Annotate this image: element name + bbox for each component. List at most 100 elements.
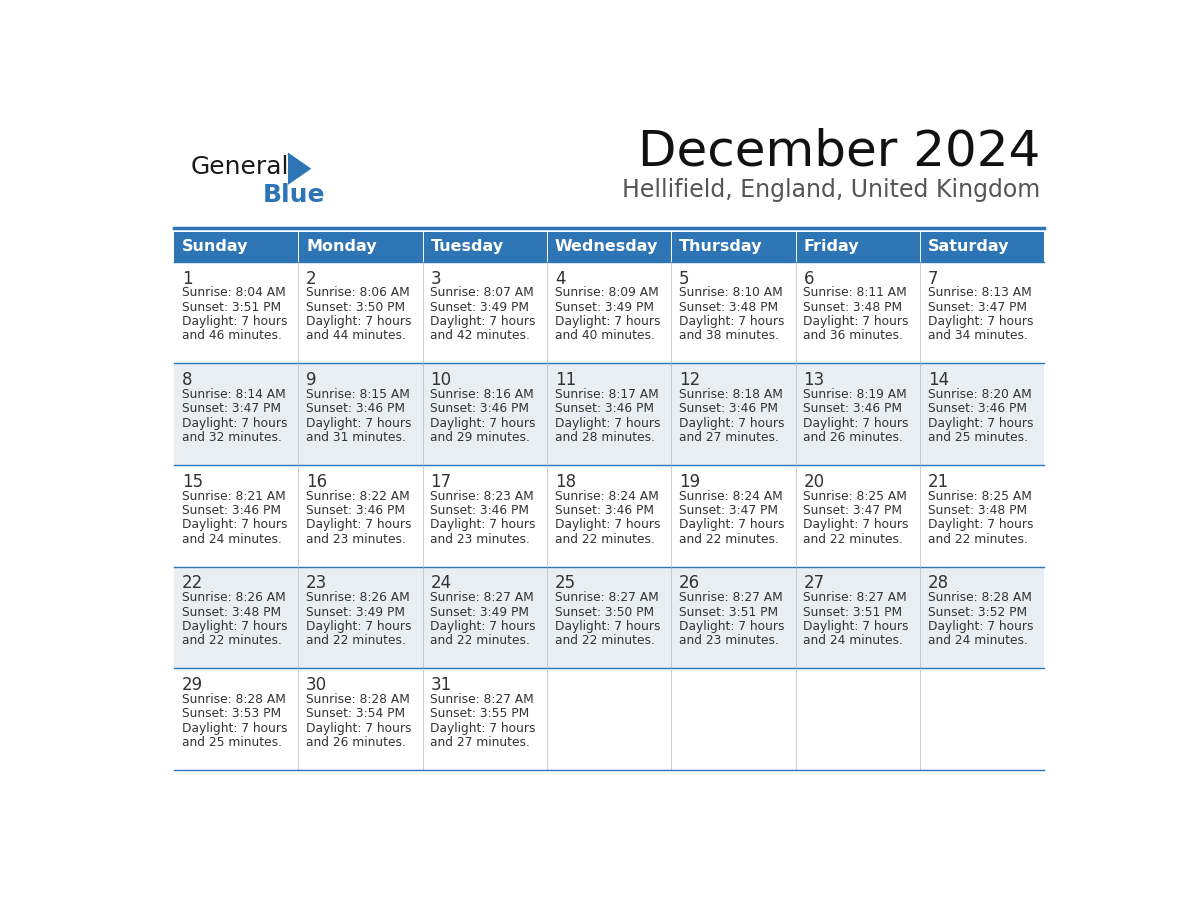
Bar	[175, 566, 1044, 668]
Text: Sunrise: 8:27 AM: Sunrise: 8:27 AM	[555, 591, 658, 604]
Text: Sunrise: 8:26 AM: Sunrise: 8:26 AM	[307, 591, 410, 604]
Text: 6: 6	[803, 270, 814, 287]
Text: Sunset: 3:51 PM: Sunset: 3:51 PM	[803, 606, 903, 619]
Text: 9: 9	[307, 371, 317, 389]
Text: Sunrise: 8:21 AM: Sunrise: 8:21 AM	[182, 490, 285, 503]
Text: Sunset: 3:49 PM: Sunset: 3:49 PM	[430, 606, 530, 619]
Text: Daylight: 7 hours: Daylight: 7 hours	[430, 315, 536, 328]
Text: Sunday: Sunday	[182, 240, 248, 254]
Text: 29: 29	[182, 677, 203, 694]
Text: Daylight: 7 hours: Daylight: 7 hours	[555, 315, 661, 328]
Text: Sunrise: 8:09 AM: Sunrise: 8:09 AM	[555, 286, 658, 299]
Text: Daylight: 7 hours: Daylight: 7 hours	[430, 722, 536, 734]
Text: Blue: Blue	[264, 184, 326, 207]
Text: Daylight: 7 hours: Daylight: 7 hours	[182, 315, 287, 328]
Text: Daylight: 7 hours: Daylight: 7 hours	[680, 315, 784, 328]
Text: Hellifield, England, United Kingdom: Hellifield, England, United Kingdom	[621, 178, 1040, 202]
Text: Tuesday: Tuesday	[430, 240, 504, 254]
Text: Sunrise: 8:27 AM: Sunrise: 8:27 AM	[430, 591, 535, 604]
Text: Daylight: 7 hours: Daylight: 7 hours	[803, 417, 909, 430]
Text: 22: 22	[182, 575, 203, 592]
Text: 23: 23	[307, 575, 328, 592]
Text: Friday: Friday	[803, 240, 859, 254]
Text: 13: 13	[803, 371, 824, 389]
Text: Saturday: Saturday	[928, 240, 1010, 254]
Text: and 40 minutes.: and 40 minutes.	[555, 330, 655, 342]
Text: Daylight: 7 hours: Daylight: 7 hours	[430, 620, 536, 633]
Text: 2: 2	[307, 270, 317, 287]
Text: and 24 minutes.: and 24 minutes.	[928, 634, 1028, 647]
Bar	[920, 232, 1044, 262]
Text: and 32 minutes.: and 32 minutes.	[182, 431, 282, 444]
Text: Daylight: 7 hours: Daylight: 7 hours	[430, 519, 536, 532]
Text: Sunset: 3:52 PM: Sunset: 3:52 PM	[928, 606, 1026, 619]
Text: 31: 31	[430, 677, 451, 694]
Text: 20: 20	[803, 473, 824, 491]
Text: and 22 minutes.: and 22 minutes.	[430, 634, 530, 647]
Text: and 22 minutes.: and 22 minutes.	[555, 634, 655, 647]
Text: 27: 27	[803, 575, 824, 592]
Text: and 27 minutes.: and 27 minutes.	[430, 736, 530, 749]
Text: Sunset: 3:49 PM: Sunset: 3:49 PM	[555, 301, 653, 314]
Text: Sunrise: 8:04 AM: Sunrise: 8:04 AM	[182, 286, 285, 299]
Text: Daylight: 7 hours: Daylight: 7 hours	[182, 519, 287, 532]
Text: Daylight: 7 hours: Daylight: 7 hours	[803, 519, 909, 532]
Text: Sunrise: 8:24 AM: Sunrise: 8:24 AM	[680, 490, 783, 503]
Bar	[423, 232, 546, 262]
Text: Daylight: 7 hours: Daylight: 7 hours	[182, 417, 287, 430]
Text: and 29 minutes.: and 29 minutes.	[430, 431, 530, 444]
Text: Daylight: 7 hours: Daylight: 7 hours	[307, 620, 412, 633]
Text: Sunrise: 8:11 AM: Sunrise: 8:11 AM	[803, 286, 908, 299]
Bar	[175, 364, 1044, 465]
Text: 7: 7	[928, 270, 939, 287]
Text: 25: 25	[555, 575, 576, 592]
Text: and 46 minutes.: and 46 minutes.	[182, 330, 282, 342]
Text: Daylight: 7 hours: Daylight: 7 hours	[680, 417, 784, 430]
Text: and 42 minutes.: and 42 minutes.	[430, 330, 530, 342]
Text: and 27 minutes.: and 27 minutes.	[680, 431, 779, 444]
Text: 21: 21	[928, 473, 949, 491]
Bar	[175, 668, 1044, 770]
Text: Sunset: 3:46 PM: Sunset: 3:46 PM	[680, 402, 778, 415]
Text: Sunset: 3:46 PM: Sunset: 3:46 PM	[555, 504, 653, 517]
Text: Sunset: 3:46 PM: Sunset: 3:46 PM	[803, 402, 903, 415]
Text: Sunset: 3:50 PM: Sunset: 3:50 PM	[555, 606, 653, 619]
Text: Sunrise: 8:27 AM: Sunrise: 8:27 AM	[680, 591, 783, 604]
Text: Sunrise: 8:28 AM: Sunrise: 8:28 AM	[182, 693, 285, 706]
Bar	[298, 232, 423, 262]
Text: Sunset: 3:51 PM: Sunset: 3:51 PM	[182, 301, 280, 314]
Text: 11: 11	[555, 371, 576, 389]
Text: and 34 minutes.: and 34 minutes.	[928, 330, 1028, 342]
Text: Sunset: 3:51 PM: Sunset: 3:51 PM	[680, 606, 778, 619]
Text: and 44 minutes.: and 44 minutes.	[307, 330, 406, 342]
Text: and 31 minutes.: and 31 minutes.	[307, 431, 406, 444]
Bar	[175, 465, 1044, 566]
Text: Sunset: 3:46 PM: Sunset: 3:46 PM	[182, 504, 280, 517]
Text: 28: 28	[928, 575, 949, 592]
Text: and 23 minutes.: and 23 minutes.	[430, 532, 530, 545]
Text: Sunset: 3:48 PM: Sunset: 3:48 PM	[182, 606, 280, 619]
Bar	[546, 232, 671, 262]
Text: Sunrise: 8:10 AM: Sunrise: 8:10 AM	[680, 286, 783, 299]
Text: 24: 24	[430, 575, 451, 592]
Text: Sunset: 3:48 PM: Sunset: 3:48 PM	[803, 301, 903, 314]
Text: and 36 minutes.: and 36 minutes.	[803, 330, 903, 342]
Text: Daylight: 7 hours: Daylight: 7 hours	[555, 519, 661, 532]
Text: Daylight: 7 hours: Daylight: 7 hours	[555, 620, 661, 633]
Text: and 22 minutes.: and 22 minutes.	[928, 532, 1028, 545]
Text: Wednesday: Wednesday	[555, 240, 658, 254]
Text: Daylight: 7 hours: Daylight: 7 hours	[182, 620, 287, 633]
Text: Daylight: 7 hours: Daylight: 7 hours	[680, 519, 784, 532]
Text: and 26 minutes.: and 26 minutes.	[803, 431, 903, 444]
Text: Sunrise: 8:15 AM: Sunrise: 8:15 AM	[307, 388, 410, 401]
Text: 8: 8	[182, 371, 192, 389]
Text: 15: 15	[182, 473, 203, 491]
Text: Sunrise: 8:25 AM: Sunrise: 8:25 AM	[928, 490, 1031, 503]
Text: 4: 4	[555, 270, 565, 287]
Text: Sunset: 3:49 PM: Sunset: 3:49 PM	[430, 301, 530, 314]
Bar	[671, 232, 796, 262]
Text: 3: 3	[430, 270, 441, 287]
Text: Sunset: 3:54 PM: Sunset: 3:54 PM	[307, 707, 405, 721]
Text: General: General	[191, 155, 290, 179]
Text: Sunrise: 8:17 AM: Sunrise: 8:17 AM	[555, 388, 658, 401]
